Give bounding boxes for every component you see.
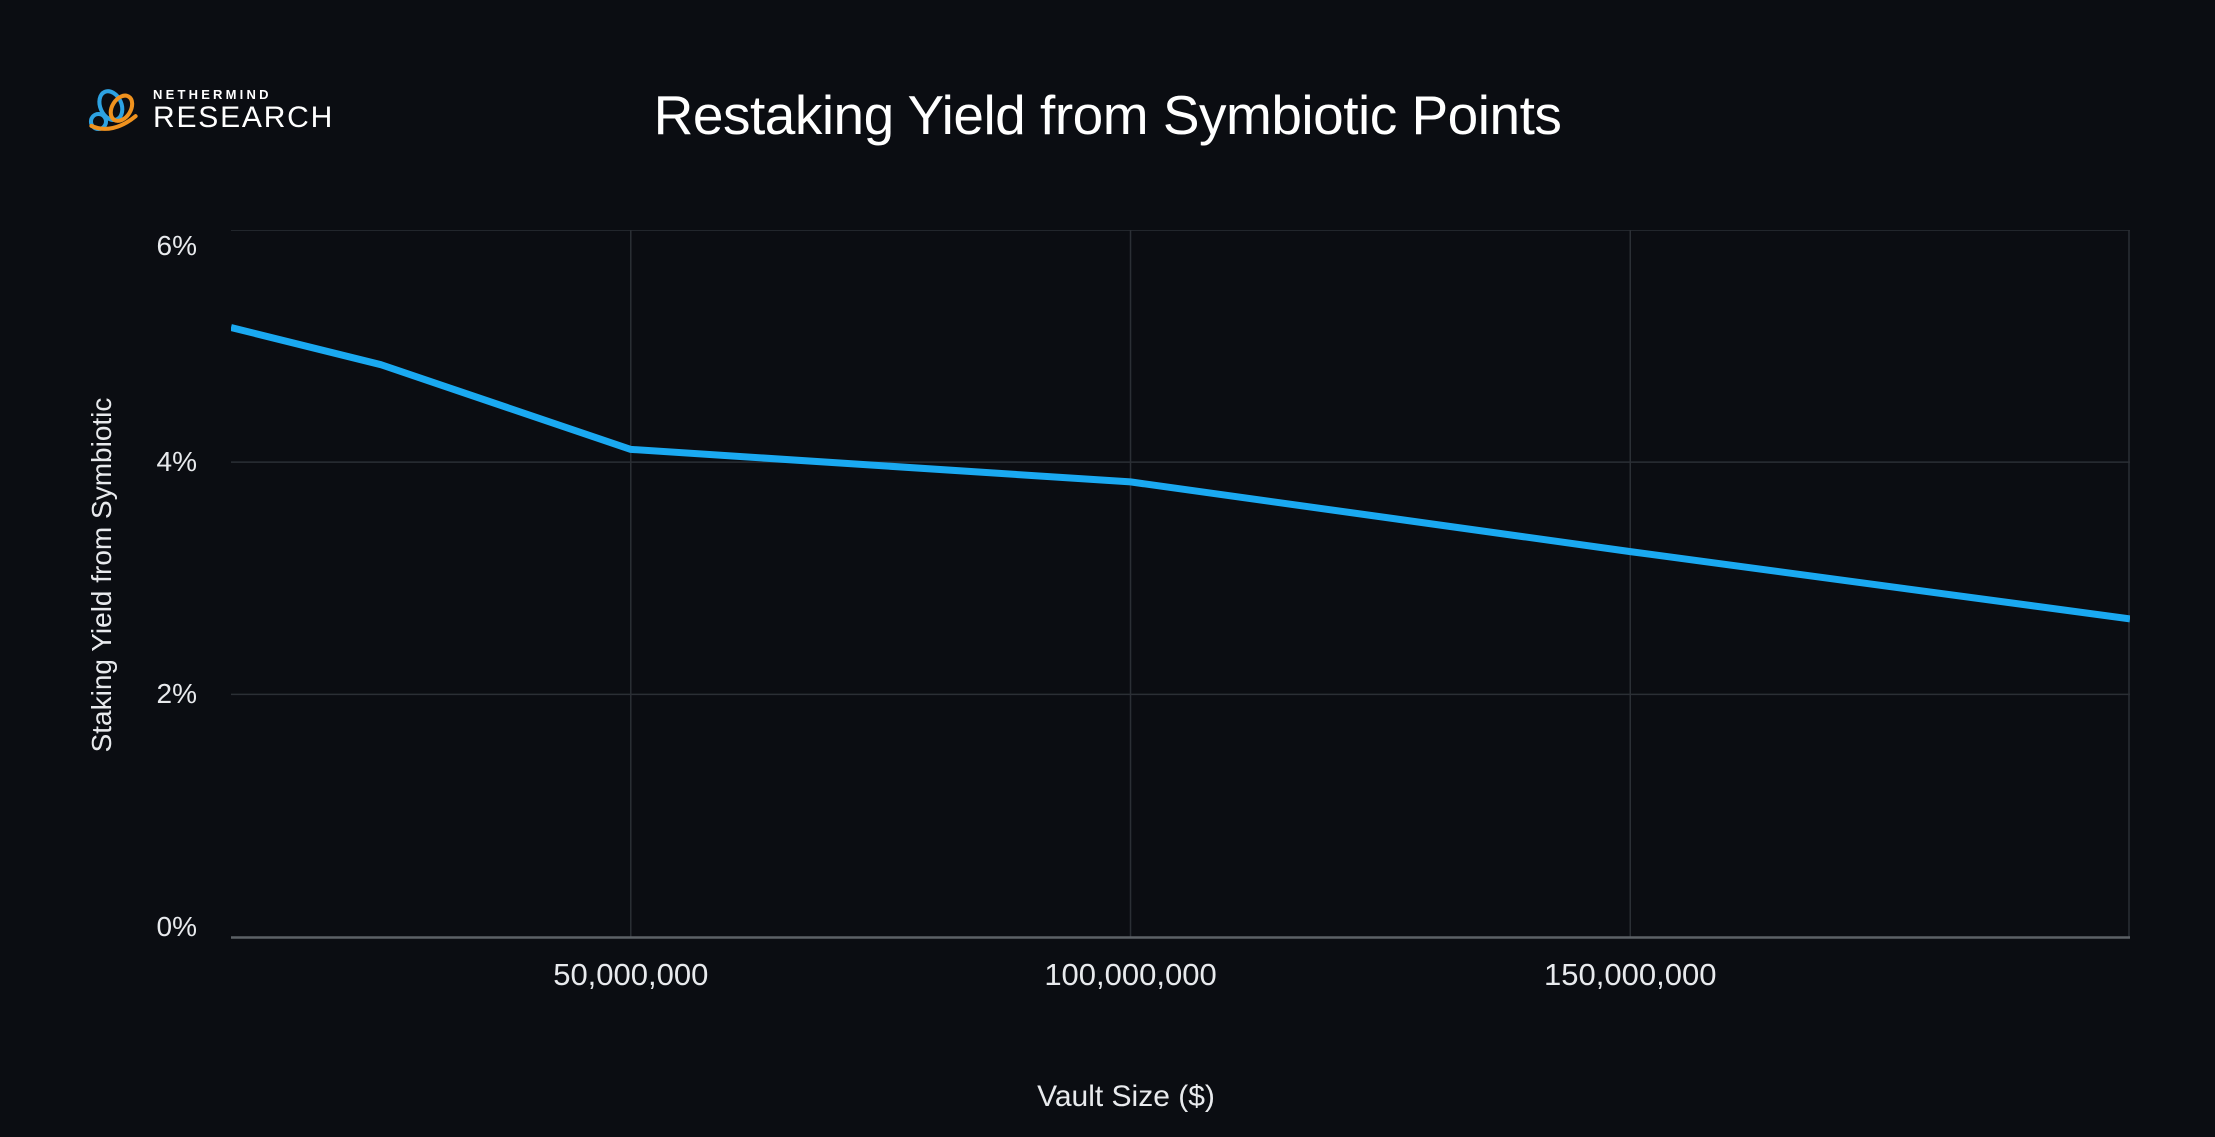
x-tick-label: 150,000,000: [1544, 957, 1717, 992]
yield-line-series: [231, 324, 2130, 623]
nethermind-knot-icon: [88, 89, 138, 132]
y-tick-label: 6%: [156, 230, 197, 261]
plot-area: [231, 230, 2130, 939]
y-tick-label: 2%: [156, 678, 197, 710]
x-tick-label: 100,000,000: [1044, 957, 1217, 992]
y-tick-label: 4%: [156, 446, 197, 478]
x-tick-label: 50,000,000: [553, 957, 709, 992]
y-axis-title: Staking Yield from Symbiotic: [86, 397, 117, 753]
logo-wordmark-bottom: RESEARCH: [153, 101, 335, 134]
logo-wordmark-top: NETHERMIND: [153, 87, 272, 102]
page-title: Restaking Yield from Symbiotic Points: [653, 84, 1562, 146]
logo-wordmark: NETHERMIND RESEARCH: [153, 87, 334, 133]
x-axis-title: Vault Size ($): [1037, 1080, 1215, 1113]
nethermind-research-logo: NETHERMIND RESEARCH: [87, 85, 334, 135]
y-tick-label: 0%: [156, 910, 197, 942]
